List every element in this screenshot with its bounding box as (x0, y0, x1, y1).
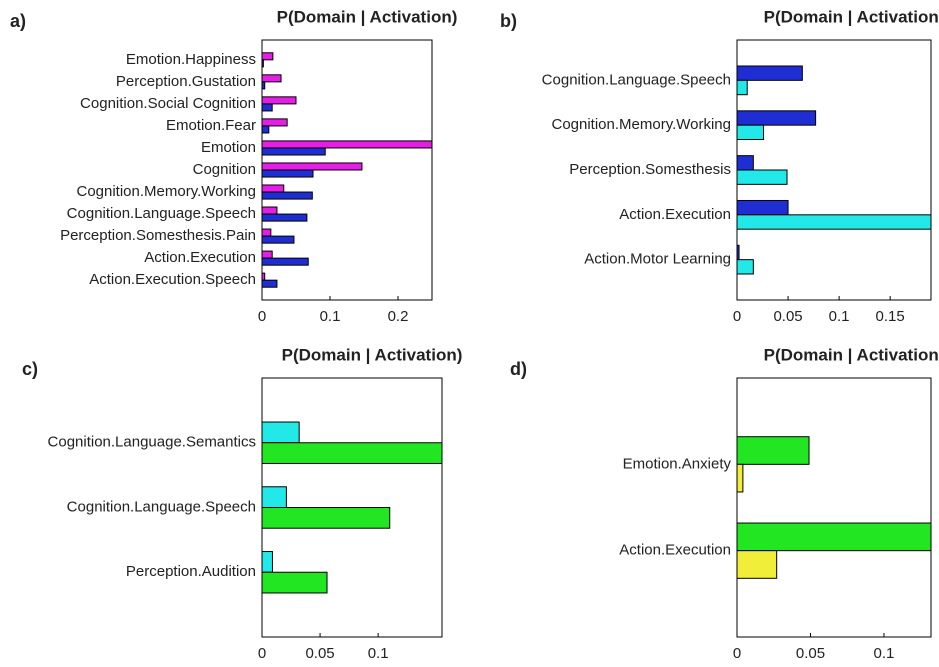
bar (261, 235, 295, 244)
bar (736, 550, 778, 579)
category-label: Emotion.Anxiety (623, 455, 732, 472)
bar (261, 162, 363, 171)
category-label: Cognition.Language.Speech (67, 498, 256, 515)
axes-box (736, 377, 932, 638)
category-label: Action.Motor Learning (584, 251, 731, 268)
category-label: Cognition (193, 161, 256, 178)
bar (736, 110, 817, 126)
bar (261, 228, 272, 237)
panel-label: b) (500, 11, 517, 31)
x-tick-label: 0.1 (368, 645, 389, 662)
bar (736, 436, 810, 465)
category-label: Action.Execution (619, 206, 731, 223)
panel-label: d) (510, 359, 527, 379)
category-label: Cognition.Language.Speech (542, 71, 731, 88)
category-label: Perception.Audition (126, 563, 256, 580)
category-label: Cognition.Memory.Working (76, 183, 256, 200)
axes-box (261, 39, 433, 301)
category-label: Perception.Gustation (116, 73, 256, 90)
bar (736, 124, 765, 141)
bar (736, 199, 789, 216)
bar (261, 213, 308, 222)
bar (261, 118, 288, 127)
category-label: Perception.Somesthesis (569, 161, 731, 178)
bar (261, 486, 287, 508)
x-tick-label: 0.05 (796, 645, 825, 662)
x-tick-label: 0.1 (874, 645, 895, 662)
x-tick-label: 0.05 (305, 645, 334, 662)
x-tick-label: 0.2 (388, 308, 409, 325)
bar (261, 571, 328, 594)
bar (736, 65, 803, 81)
category-label: Cognition.Memory.Working (551, 116, 731, 133)
x-tick-label: 0 (258, 645, 266, 662)
category-label: Emotion (201, 139, 256, 156)
bar (261, 147, 326, 156)
chart-title: P(Domain | Activation) (282, 345, 463, 364)
bar (261, 507, 391, 529)
panel-label: a) (10, 11, 26, 31)
axes-box (261, 377, 443, 638)
bar (261, 191, 313, 200)
x-tick-label: 0.1 (829, 308, 850, 325)
category-label: Cognition.Social Cognition (80, 95, 256, 112)
bar (736, 169, 788, 185)
category-label: Perception.Somesthesis.Pain (60, 227, 256, 244)
bar (261, 74, 282, 83)
bar (736, 259, 754, 275)
bar (736, 155, 754, 171)
bar (261, 421, 300, 444)
panel-label: c) (22, 359, 38, 379)
bar (736, 522, 932, 552)
axes-box (736, 39, 932, 301)
x-tick-label: 0.15 (876, 308, 905, 325)
bar (736, 214, 932, 230)
bar (261, 257, 309, 266)
chart-title: P(Domain | Activation) (764, 345, 939, 364)
chart-title: P(Domain | Activation) (764, 7, 939, 26)
bar (261, 125, 270, 134)
bar (261, 551, 273, 573)
bar (261, 52, 274, 61)
x-tick-label: 0.1 (320, 308, 341, 325)
category-label: Action.Execution (619, 542, 731, 559)
x-tick-label: 0 (258, 308, 266, 325)
bar (261, 96, 297, 105)
category-label: Emotion.Fear (166, 117, 256, 134)
x-tick-label: 0 (733, 308, 741, 325)
bar (261, 103, 273, 112)
category-label: Action.Execution.Speech (89, 271, 256, 288)
bar (261, 206, 278, 215)
x-tick-label: 0.05 (773, 308, 802, 325)
category-label: Cognition.Language.Semantics (48, 434, 256, 451)
bar (261, 140, 433, 149)
bar (261, 279, 278, 288)
bar (261, 442, 443, 464)
category-label: Action.Execution (144, 249, 256, 266)
bar (261, 169, 314, 178)
bar (736, 79, 748, 96)
category-label: Cognition.Language.Speech (67, 205, 256, 222)
bar (261, 250, 273, 259)
bar (261, 184, 285, 193)
x-tick-label: 0 (733, 645, 741, 662)
chart-title: P(Domain | Activation) (277, 7, 458, 26)
category-label: Emotion.Happiness (126, 51, 256, 68)
bar (736, 463, 744, 493)
